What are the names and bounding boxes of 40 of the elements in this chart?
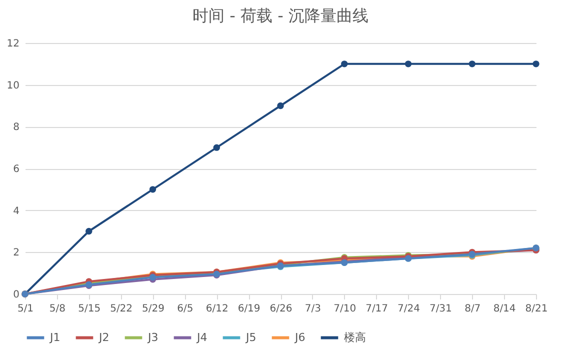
y-tick-label: 6 [13,164,20,175]
point [213,144,220,151]
legend-label: 楼高 [344,330,366,344]
x-tick-label: 7/24 [398,304,420,314]
y-tick-label: 2 [13,248,20,259]
x-tick-label: 5/1 [17,304,34,314]
y-tick-label: 8 [13,122,20,134]
point [341,60,348,68]
chart-title: 时间 - 荷载 - 沉降量曲线 [192,6,368,25]
x-tick-label: 8/14 [493,304,516,314]
x-tick-label: 7/3 [304,304,321,314]
y-tick-label: 0 [13,290,20,300]
x-tick-label: 5/15 [78,304,101,314]
legend-label: J1 [49,330,60,344]
x-tick-label: 7/17 [366,304,388,314]
point [86,228,92,235]
legend-label: J2 [98,330,110,344]
x-tick-label: 6/19 [238,304,260,314]
point [404,60,412,68]
x-tick-label: 7/10 [334,304,356,314]
point [149,186,156,193]
legend-label: J6 [294,330,306,344]
x-tick-label: 6/26 [270,304,292,314]
x-tick-label: 7/31 [429,304,452,314]
point [468,60,476,68]
legend-label: J3 [147,330,158,344]
point [277,102,284,110]
legend-label: J4 [196,330,208,344]
point [532,60,540,68]
y-tick-label: 10 [6,80,20,92]
x-tick-label: 5/8 [49,304,66,314]
x-tick-label: 8/21 [525,304,548,314]
y-tick-label: 12 [6,38,20,50]
x-tick-label: 8/7 [464,304,481,314]
y-tick-label: 4 [13,206,20,217]
x-tick-label: 6/12 [206,304,228,314]
x-tick-label: 5/22 [110,304,133,314]
x-tick-label: 5/29 [142,304,164,314]
legend-label: J5 [245,330,256,344]
x-tick-label: 6/5 [177,304,194,314]
